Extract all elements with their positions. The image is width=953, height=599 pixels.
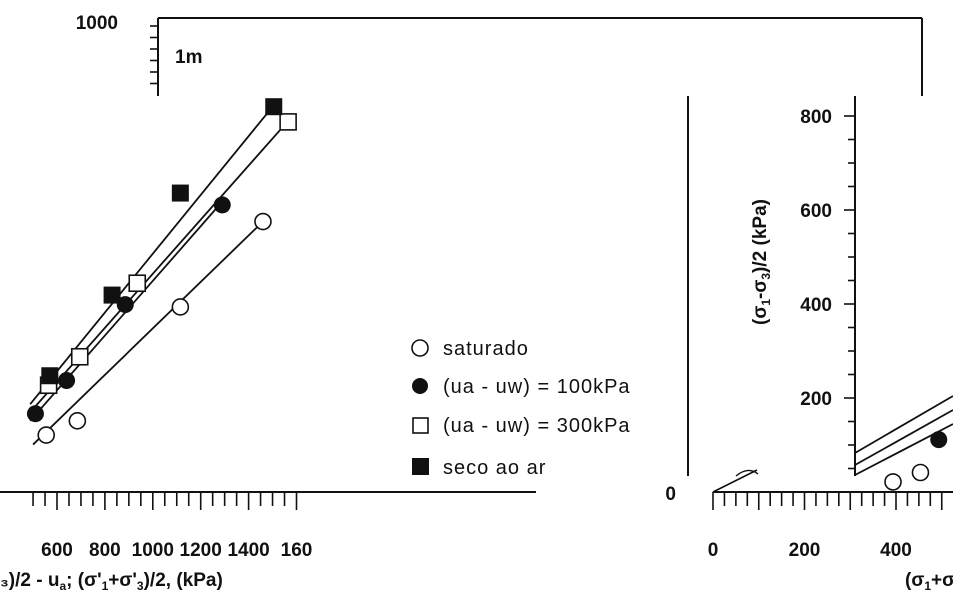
right-y-title-part-2: -σ [750, 280, 771, 299]
left-x-title-part-3: +σ' [108, 570, 137, 591]
data-point [116, 296, 134, 314]
data-point [58, 371, 76, 389]
left-x-tick-label: 160 [281, 540, 313, 561]
left-fit-line [29, 104, 275, 405]
data-point [254, 212, 272, 231]
right-x-title-part-1: (σ [905, 570, 924, 591]
legend-background [400, 330, 675, 480]
data-point [41, 367, 59, 385]
right-x-tick-label: 200 [789, 540, 821, 561]
left-x-tick-label: 1400 [227, 540, 269, 561]
data-point [128, 274, 147, 293]
data-point [279, 113, 297, 131]
data-point [171, 298, 190, 316]
right-x-tick-label: 0 [708, 540, 719, 561]
data-point [68, 412, 87, 430]
left-x-tick-label: 600 [41, 540, 73, 561]
right-y-axis-title: (σ1-σ3)/2 (kPa) [750, 199, 773, 325]
legend-label-100kpa: (ua - uw) = 100kPa [443, 376, 631, 398]
right-y-title-sub-1: 1 [759, 299, 773, 306]
right-y-tick-labels: 0 200 400 600 800 [665, 107, 832, 505]
data-point [171, 184, 189, 202]
left-x-title-sub-3: 3 [137, 579, 144, 593]
right-x-axis-ticks [712, 492, 943, 510]
left-x-axis-ticks [32, 492, 298, 510]
right-y-tick-label: 600 [800, 201, 832, 222]
data-point [265, 98, 283, 116]
right-x-title-part-2: +σ [931, 570, 953, 591]
right-y-tick-label: 200 [800, 389, 832, 410]
right-y-title-part-3: )/2 (kPa) [750, 199, 771, 273]
right-data-point [930, 431, 948, 449]
legend-marker-100kpa [412, 378, 428, 394]
right-chart-frame [687, 96, 953, 493]
right-x-title-sub-1: 1 [924, 579, 931, 593]
right-y-tick-label: 0 [665, 484, 676, 505]
right-data-point [884, 473, 902, 491]
left-x-tick-label: 1200 [180, 540, 222, 561]
right-y-tick-label: 800 [800, 107, 832, 128]
left-x-tick-label: 800 [89, 540, 121, 561]
legend-label-seco: seco ao ar [443, 457, 546, 479]
right-chart-background [688, 96, 953, 486]
annotation-1m: 1m [175, 47, 202, 68]
legend-label-saturado: saturado [443, 338, 529, 360]
left-frame-ticks [150, 25, 158, 85]
left-x-tick-label: 1000 [132, 540, 174, 561]
legend-marker-saturado [411, 339, 429, 357]
right-x-axis-title: (σ1+σ [905, 570, 953, 593]
data-point [26, 405, 44, 423]
legend: saturado (ua - uw) = 100kPa (ua - uw) = … [411, 338, 631, 479]
left-x-axis-title: ₃)/2 - ua; (σ'1+σ'3)/2, (kPa) [0, 570, 223, 593]
left-fit-line [29, 120, 289, 413]
left-x-title-part-2: ; (σ' [66, 570, 101, 591]
left-x-title-sub-a: a [59, 579, 66, 593]
legend-marker-300kpa [412, 417, 429, 434]
left-y-tick-label: 1000 [76, 13, 118, 34]
left-fit-lines [29, 104, 289, 446]
right-y-tick-label: 400 [800, 295, 832, 316]
legend-marker-seco [412, 458, 429, 475]
left-x-tick-labels: 600 800 1000 1200 1400 160 [41, 540, 312, 561]
data-point [103, 286, 121, 304]
left-x-title-part-1: ₃)/2 - u [0, 570, 59, 591]
right-data-point [911, 463, 930, 482]
right-y-title-sub-3: 3 [759, 273, 773, 280]
right-y-title-part-1: (σ [750, 306, 771, 325]
right-x-tick-label: 400 [880, 540, 912, 561]
legend-label-300kpa: (ua - uw) = 300kPa [443, 415, 631, 437]
left-fit-line [32, 220, 264, 446]
data-point [70, 347, 89, 366]
data-point [213, 196, 231, 214]
left-x-title-sub-1: 1 [102, 579, 109, 593]
right-x-tick-labels: 0 200 400 [708, 540, 912, 561]
left-data-points [26, 98, 297, 444]
data-point [37, 426, 56, 444]
right-data-points [884, 431, 948, 491]
left-x-title-part-4: )/2, (kPa) [144, 570, 223, 591]
